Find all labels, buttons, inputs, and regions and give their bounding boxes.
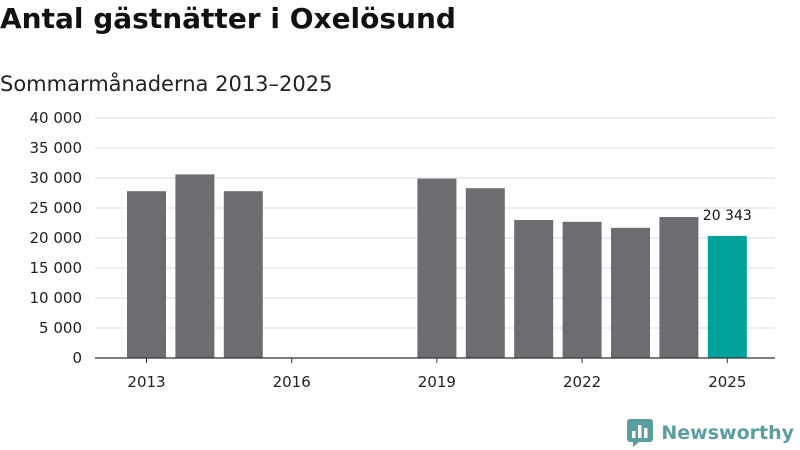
y-tick-label: 10 000	[30, 289, 83, 307]
y-tick-label: 15 000	[30, 259, 83, 277]
bar	[127, 191, 166, 358]
y-tick-label: 40 000	[30, 109, 83, 127]
bar-chart: 0 5 000 10 000 15 000 20 000 25 000 30 000 35 0…	[30, 109, 775, 391]
bar-highlighted	[707, 235, 747, 358]
brand-logo: Newsworthy	[627, 419, 794, 447]
bar	[611, 227, 650, 358]
y-tick-label: 5 000	[39, 319, 82, 337]
bar	[417, 178, 457, 358]
x-tick-label: 2022	[563, 373, 601, 391]
y-tick-label: 0	[72, 349, 82, 367]
bar	[562, 221, 602, 358]
bar-chart-speech-bubble-icon	[627, 419, 654, 447]
chart-title: Antal gästnätter i Oxelösund	[0, 2, 456, 35]
y-tick-label: 30 000	[30, 169, 83, 187]
x-tick-label: 2019	[418, 373, 456, 391]
bar	[514, 220, 554, 358]
bar	[659, 217, 699, 358]
brand-name: Newsworthy	[661, 422, 794, 444]
y-tick-label: 25 000	[30, 199, 83, 217]
bar	[175, 174, 215, 358]
chart-subtitle: Sommarmånaderna 2013–2025	[0, 72, 333, 96]
x-tick-label: 2013	[127, 373, 165, 391]
bar	[465, 188, 505, 358]
y-tick-label: 20 000	[30, 229, 83, 247]
y-tick-label: 35 000	[30, 139, 83, 157]
bar	[223, 191, 263, 358]
x-tick-label: 2025	[708, 373, 746, 391]
x-tick-label: 2016	[273, 373, 311, 391]
data-label: 20 343	[703, 208, 752, 224]
